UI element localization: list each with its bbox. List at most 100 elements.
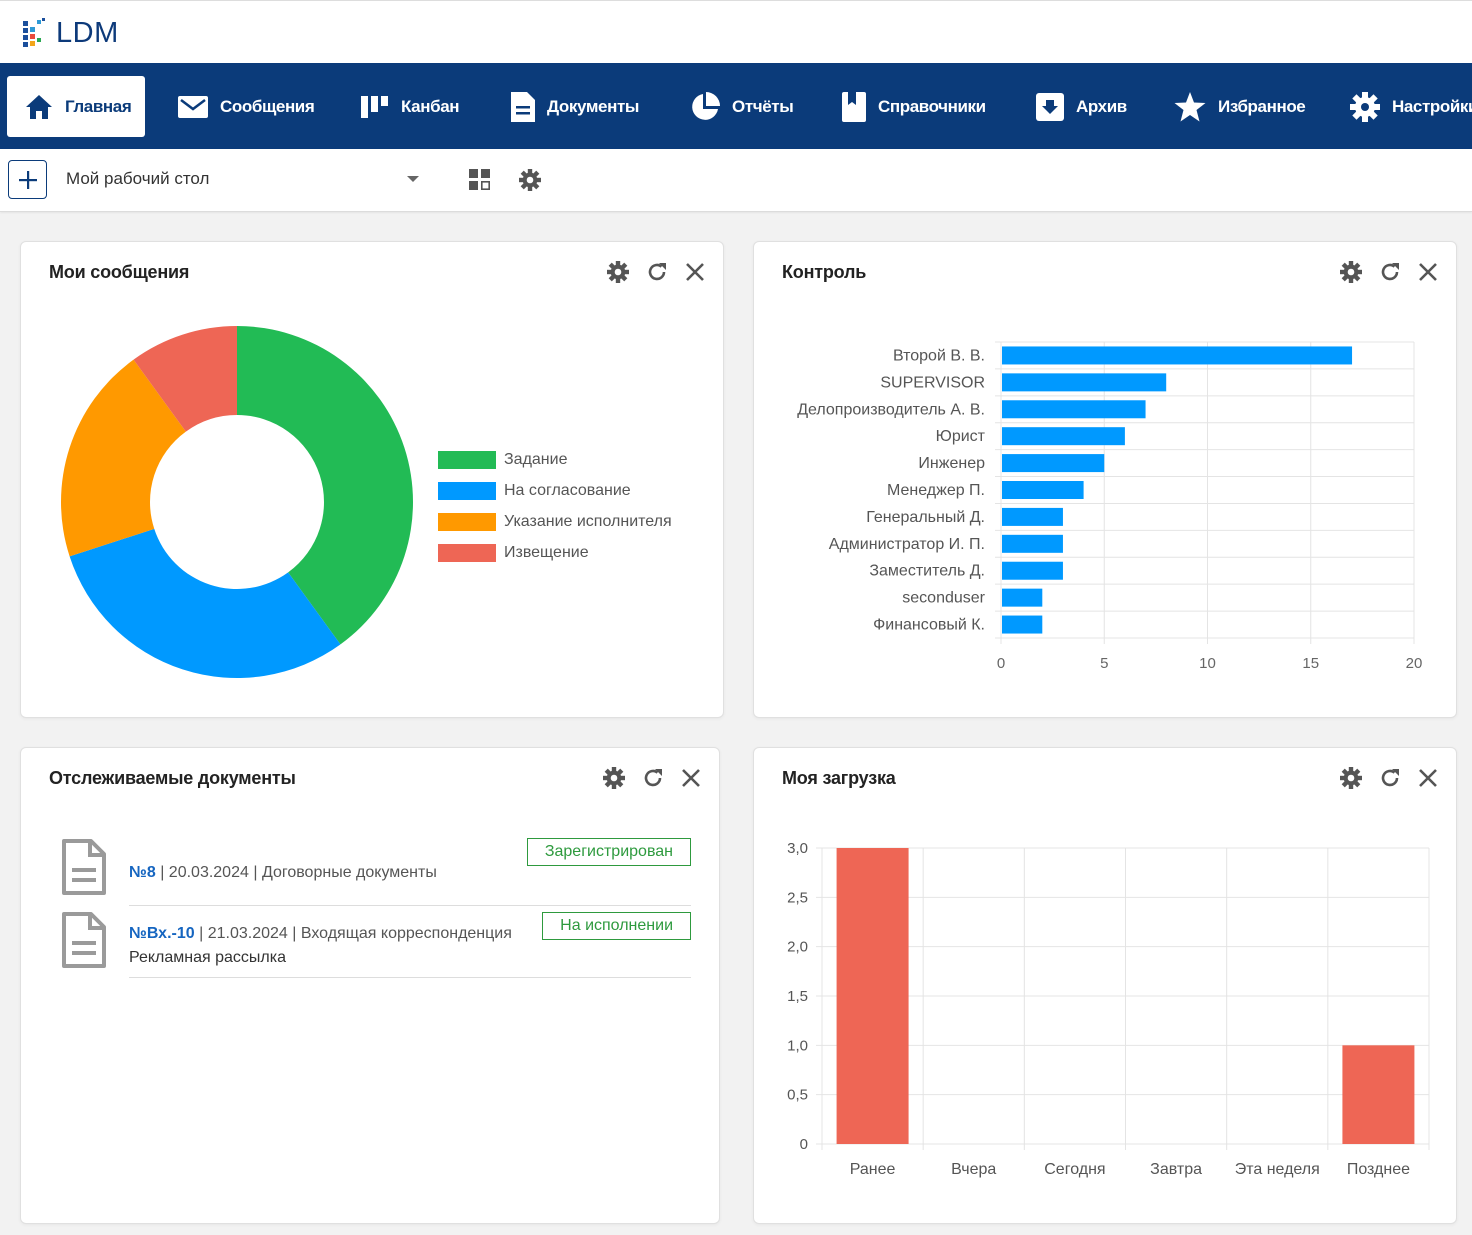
document-number-link[interactable]: №8 (129, 864, 156, 881)
status-badge: На исполнении (542, 912, 691, 940)
nav-item-label: Отчёты (732, 96, 794, 116)
bar (1002, 346, 1353, 365)
bookmark-icon (842, 91, 866, 122)
row-divider (129, 905, 691, 906)
document-date: 20.03.2024 (168, 864, 249, 881)
document-icon (511, 91, 535, 122)
nav-item-home[interactable]: Главная (7, 76, 146, 137)
bar (1002, 373, 1167, 392)
y-tick-label: Юрист (936, 428, 986, 445)
legend-swatch (438, 481, 496, 500)
y-tick-label: 1,5 (787, 988, 808, 1005)
refresh-icon[interactable] (1378, 260, 1402, 284)
logo-text: LDM (56, 17, 119, 49)
document-info: №8 | 20.03.2024 | Договорные документы (129, 864, 437, 881)
nav-item-label: Настройки (1392, 96, 1472, 116)
x-tick-label: Позднее (1347, 1161, 1410, 1178)
document-info: №Вх.-10 | 21.03.2024 | Входящая корреспо… (129, 925, 512, 942)
nav-item-favorites[interactable]: Избранное (1174, 76, 1306, 137)
nav-item-settings[interactable]: Настройки (1350, 76, 1472, 137)
legend-swatch (438, 543, 496, 562)
nav-item-kanban[interactable]: Канбан (361, 76, 460, 137)
x-tick-label: Эта неделя (1235, 1161, 1320, 1178)
legend-item[interactable]: Задание (438, 444, 672, 475)
row-divider (129, 977, 691, 978)
y-tick-label: Второй В. В. (893, 347, 985, 364)
x-tick-label: Сегодня (1044, 1161, 1105, 1178)
bar (1002, 561, 1063, 580)
gear-icon[interactable] (519, 169, 541, 196)
star-icon (1174, 91, 1206, 121)
layout-grid-icon[interactable] (469, 169, 491, 195)
y-tick-label: Менеджер П. (887, 482, 985, 499)
nav-item-label: Канбан (401, 96, 460, 116)
desktop-select[interactable]: Мой рабочий стол (66, 169, 422, 189)
donut-slice (69, 528, 341, 678)
legend-item[interactable]: Указание исполнителя (438, 506, 672, 537)
widget-settings-icon[interactable] (1340, 261, 1362, 283)
nav-item-label: Сообщения (220, 96, 315, 116)
add-desktop-button[interactable] (8, 160, 47, 199)
bar (836, 848, 909, 1144)
control-bar-chart: 0 5 10 15 20 Второй В. В. SUPERVISOR Делопроизв… (797, 341, 1422, 672)
donut-chart (61, 326, 414, 678)
widget-settings-icon[interactable] (1340, 767, 1362, 789)
document-row[interactable]: №Вх.-10 | 21.03.2024 | Входящая корреспо… (61, 911, 691, 981)
nav-item-archive[interactable]: Архив (1036, 76, 1127, 137)
nav-item-reports[interactable]: Отчёты (690, 76, 794, 137)
x-tick-label: 0 (997, 655, 1005, 672)
y-tick-label: 0 (800, 1136, 808, 1153)
legend-label: На согласование (504, 481, 631, 499)
bar (1002, 481, 1084, 499)
close-icon[interactable] (685, 262, 705, 282)
x-tick-label: Ранее (850, 1161, 896, 1178)
legend-swatch (438, 512, 496, 531)
close-icon[interactable] (681, 768, 701, 788)
plus-icon (18, 170, 37, 189)
widget-title: Контроль (782, 262, 867, 282)
x-tick-label: 15 (1302, 655, 1319, 672)
widget-my-messages: Мои сообщения Задание На согласование Ук… (20, 241, 724, 718)
refresh-icon[interactable] (645, 260, 669, 284)
y-tick-label: SUPERVISOR (880, 374, 985, 391)
logo[interactable]: LDM (22, 17, 119, 50)
nav-item-label: Справочники (878, 96, 986, 116)
nav-item-references[interactable]: Справочники (842, 76, 986, 137)
nav-item-label: Главная (65, 96, 132, 116)
widget-tracked-documents: Отслеживаемые документы №8 | 20.03.2024 … (20, 747, 720, 1224)
y-tick-label: Финансовый К. (873, 617, 985, 634)
close-icon[interactable] (1418, 768, 1438, 788)
main-nav: Главная Сообщения Канбан Документы Отчёт… (0, 63, 1472, 149)
nav-item-messages[interactable]: Сообщения (178, 76, 315, 137)
y-tick-label: Инженер (918, 455, 985, 472)
desktop-select-value: Мой рабочий стол (66, 169, 210, 188)
document-type: Входящая корреспонденция (300, 925, 512, 942)
y-tick-label: seconduser (902, 590, 985, 607)
document-subtitle: Рекламная рассылка (129, 949, 287, 966)
kanban-icon (361, 95, 388, 118)
x-tick-label: Вчера (951, 1161, 996, 1178)
close-icon[interactable] (1418, 262, 1438, 282)
legend-item[interactable]: Извещение (438, 537, 672, 568)
legend-item[interactable]: На согласование (438, 475, 672, 506)
bar (1002, 534, 1063, 553)
file-icon (61, 911, 107, 974)
widget-settings-icon[interactable] (603, 767, 625, 789)
nav-item-label: Документы (547, 96, 639, 116)
bar (1002, 507, 1063, 526)
archive-icon (1036, 92, 1064, 121)
legend-label: Указание исполнителя (504, 512, 672, 530)
legend-label: Извещение (504, 543, 589, 561)
y-tick-label: Генеральный Д. (866, 509, 985, 526)
refresh-icon[interactable] (1378, 766, 1402, 790)
widget-title: Отслеживаемые документы (49, 768, 296, 788)
legend-swatch (438, 450, 496, 469)
nav-item-documents[interactable]: Документы (511, 76, 639, 137)
x-tick-label: Завтра (1150, 1161, 1202, 1178)
document-number-link[interactable]: №Вх.-10 (129, 925, 195, 942)
document-type: Договорные документы (261, 864, 437, 881)
bar (1002, 400, 1146, 419)
widget-settings-icon[interactable] (607, 261, 629, 283)
refresh-icon[interactable] (641, 766, 665, 790)
document-row[interactable]: №8 | 20.03.2024 | Договорные документы З… (61, 838, 691, 908)
